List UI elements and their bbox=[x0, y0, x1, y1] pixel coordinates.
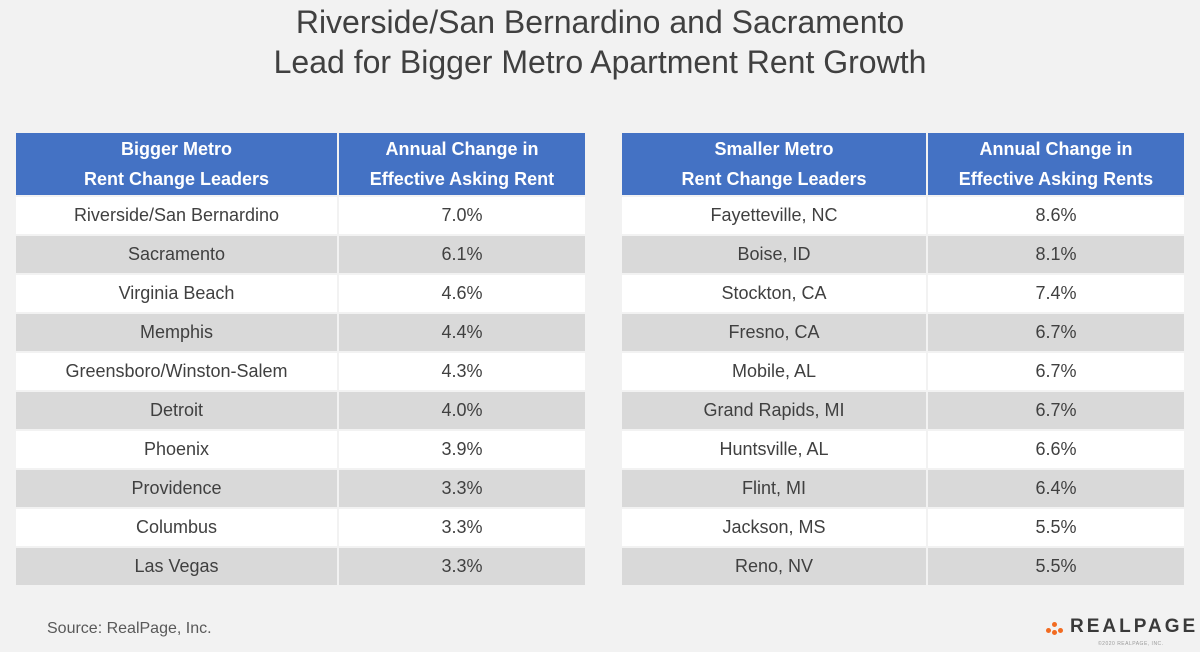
rent-change-cell: 3.9% bbox=[339, 429, 585, 468]
metro-name-cell: Columbus bbox=[16, 507, 339, 546]
table-row: Fresno, CA 6.7% bbox=[622, 312, 1184, 351]
rent-change-cell: 4.0% bbox=[339, 390, 585, 429]
metro-name-cell: Las Vegas bbox=[16, 546, 339, 585]
metro-name-cell: Memphis bbox=[16, 312, 339, 351]
rent-change-cell: 6.4% bbox=[928, 468, 1184, 507]
table-row: Huntsville, AL 6.6% bbox=[622, 429, 1184, 468]
table-row: Detroit 4.0% bbox=[16, 390, 585, 429]
table-row: Columbus 3.3% bbox=[16, 507, 585, 546]
logo-wordmark: REALPAGE bbox=[1070, 616, 1199, 637]
metro-name-cell: Fayetteville, NC bbox=[622, 195, 928, 234]
rent-change-cell: 6.7% bbox=[928, 312, 1184, 351]
rent-change-cell: 4.6% bbox=[339, 273, 585, 312]
metro-name-cell: Huntsville, AL bbox=[622, 429, 928, 468]
column-header-change: Annual Change in Effective Asking Rents bbox=[928, 133, 1184, 195]
table-header-row: Bigger Metro Rent Change Leaders Annual Ch… bbox=[16, 133, 585, 195]
table-row: Reno, NV 5.5% bbox=[622, 546, 1184, 585]
table-header-row: Smaller Metro Rent Change Leaders Annual C… bbox=[622, 133, 1184, 195]
rent-change-cell: 5.5% bbox=[928, 507, 1184, 546]
table-row: Boise, ID 8.1% bbox=[622, 234, 1184, 273]
rent-change-cell: 6.6% bbox=[928, 429, 1184, 468]
table-row: Mobile, AL 6.7% bbox=[622, 351, 1184, 390]
metro-name-cell: Grand Rapids, MI bbox=[622, 390, 928, 429]
table-row: Jackson, MS 5.5% bbox=[622, 507, 1184, 546]
title-line-1: Riverside/San Bernardino and Sacramento bbox=[295, 4, 905, 40]
logo-tagline: ©2020 REALPAGE, INC. bbox=[1098, 641, 1164, 647]
realpage-dots-icon bbox=[1042, 618, 1066, 636]
table-row: Sacramento 6.1% bbox=[16, 234, 585, 273]
metro-name-cell: Riverside/San Bernardino bbox=[16, 195, 339, 234]
metro-name-cell: Boise, ID bbox=[622, 234, 928, 273]
rent-change-cell: 4.3% bbox=[339, 351, 585, 390]
table-row: Providence 3.3% bbox=[16, 468, 585, 507]
column-header-change: Annual Change in Effective Asking Rent bbox=[339, 133, 585, 195]
table-row: Greensboro/Winston-Salem 4.3% bbox=[16, 351, 585, 390]
rent-change-cell: 6.7% bbox=[928, 390, 1184, 429]
rent-change-cell: 8.1% bbox=[928, 234, 1184, 273]
metro-name-cell: Greensboro/Winston-Salem bbox=[16, 351, 339, 390]
rent-change-cell: 7.0% bbox=[339, 195, 585, 234]
metro-name-cell: Reno, NV bbox=[622, 546, 928, 585]
column-header-metro: Bigger Metro Rent Change Leaders bbox=[16, 133, 339, 195]
metro-name-cell: Detroit bbox=[16, 390, 339, 429]
title-line-2: Lead for Bigger Metro Apartment Rent Gro… bbox=[273, 44, 927, 80]
realpage-logo: REALPAGE ©2020 REALPAGE, INC. bbox=[1042, 612, 1200, 650]
metro-name-cell: Fresno, CA bbox=[622, 312, 928, 351]
chart-title: Riverside/San Bernardino and Sacramento … bbox=[0, 2, 1200, 82]
table-row: Fayetteville, NC 8.6% bbox=[622, 195, 1184, 234]
metro-name-cell: Phoenix bbox=[16, 429, 339, 468]
rent-change-cell: 6.7% bbox=[928, 351, 1184, 390]
table-row: Flint, MI 6.4% bbox=[622, 468, 1184, 507]
table-row: Las Vegas 3.3% bbox=[16, 546, 585, 585]
rent-change-cell: 5.5% bbox=[928, 546, 1184, 585]
rent-change-cell: 6.1% bbox=[339, 234, 585, 273]
source-note: Source: RealPage, Inc. bbox=[47, 620, 212, 637]
metro-name-cell: Stockton, CA bbox=[622, 273, 928, 312]
table-row: Virginia Beach 4.6% bbox=[16, 273, 585, 312]
metro-name-cell: Providence bbox=[16, 468, 339, 507]
rent-change-cell: 7.4% bbox=[928, 273, 1184, 312]
metro-name-cell: Virginia Beach bbox=[16, 273, 339, 312]
bigger-metro-table: Bigger Metro Rent Change Leaders Annual Ch… bbox=[16, 133, 585, 585]
rent-change-cell: 4.4% bbox=[339, 312, 585, 351]
rent-change-cell: 8.6% bbox=[928, 195, 1184, 234]
metro-name-cell: Flint, MI bbox=[622, 468, 928, 507]
rent-change-cell: 3.3% bbox=[339, 546, 585, 585]
smaller-metro-table: Smaller Metro Rent Change Leaders Annual C… bbox=[622, 133, 1184, 585]
table-row: Stockton, CA 7.4% bbox=[622, 273, 1184, 312]
column-header-metro: Smaller Metro Rent Change Leaders bbox=[622, 133, 928, 195]
table-row: Grand Rapids, MI 6.7% bbox=[622, 390, 1184, 429]
table-row: Memphis 4.4% bbox=[16, 312, 585, 351]
metro-name-cell: Jackson, MS bbox=[622, 507, 928, 546]
metro-name-cell: Sacramento bbox=[16, 234, 339, 273]
table-row: Riverside/San Bernardino 7.0% bbox=[16, 195, 585, 234]
table-row: Phoenix 3.9% bbox=[16, 429, 585, 468]
rent-change-cell: 3.3% bbox=[339, 507, 585, 546]
rent-change-cell: 3.3% bbox=[339, 468, 585, 507]
metro-name-cell: Mobile, AL bbox=[622, 351, 928, 390]
